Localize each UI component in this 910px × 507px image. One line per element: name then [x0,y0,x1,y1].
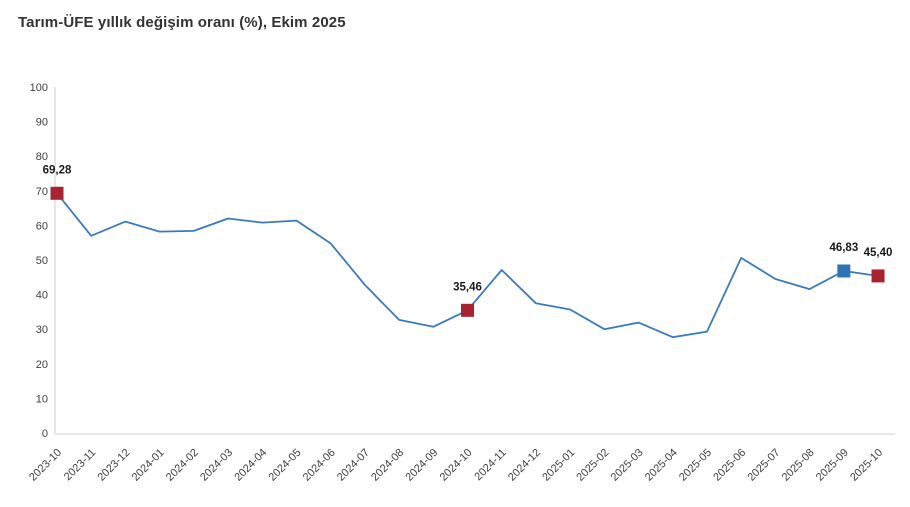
y-tick-label: 20 [36,359,48,371]
x-tick-label: 2023-12 [96,447,133,484]
data-point-label-2023-10: 69,28 [43,164,72,176]
x-tick-label: 2025-07 [745,447,782,484]
data-point-label-2024-10: 35,46 [453,281,482,293]
x-tick-label: 2025-01 [540,447,577,484]
x-tick-label: 2025-02 [574,447,611,484]
x-tick-label: 2025-09 [814,447,851,484]
x-tick-label: 2025-06 [711,447,748,484]
x-tick-label: 2024-03 [198,447,235,484]
y-tick-label: 80 [36,151,48,163]
x-tick-label: 2024-07 [335,447,372,484]
y-tick-label: 0 [42,428,48,440]
x-tick-label: 2024-04 [232,447,269,484]
x-tick-label: 2025-03 [609,447,646,484]
x-tick-label: 2023-10 [27,447,64,484]
y-tick-label: 70 [36,186,48,198]
x-tick-label: 2025-10 [848,447,885,484]
y-tick-label: 40 [36,290,48,302]
chart-title: Tarım-ÜFE yıllık değişim oranı (%), Ekim… [18,14,346,31]
data-point-marker-2025-10 [871,269,885,283]
x-tick-label: 2024-10 [438,447,475,484]
x-tick-label: 2025-05 [677,447,714,484]
y-tick-label: 100 [30,82,48,94]
x-tick-label: 2024-02 [164,447,201,484]
data-point-label-2025-09: 46,83 [829,242,858,254]
x-tick-label: 2024-12 [506,447,543,484]
data-point-label-2025-10: 45,40 [864,247,893,259]
x-tick-label: 2024-06 [301,447,338,484]
x-tick-label: 2024-01 [130,447,167,484]
y-tick-label: 30 [36,324,48,336]
y-tick-label: 50 [36,255,48,267]
data-point-marker-2024-10 [461,303,475,317]
data-point-marker-2025-09 [837,264,851,278]
x-tick-label: 2025-08 [780,447,817,484]
data-point-marker-2023-10 [50,186,64,200]
y-tick-label: 60 [36,220,48,232]
x-tick-label: 2024-11 [472,447,508,483]
y-tick-label: 90 [36,117,48,129]
y-tick-label: 10 [36,393,48,405]
x-tick-label: 2025-04 [643,447,680,484]
x-tick-label: 2023-11 [62,447,98,483]
x-tick-label: 2024-09 [403,447,440,484]
x-tick-label: 2024-08 [369,447,406,484]
x-tick-label: 2024-05 [267,447,304,484]
